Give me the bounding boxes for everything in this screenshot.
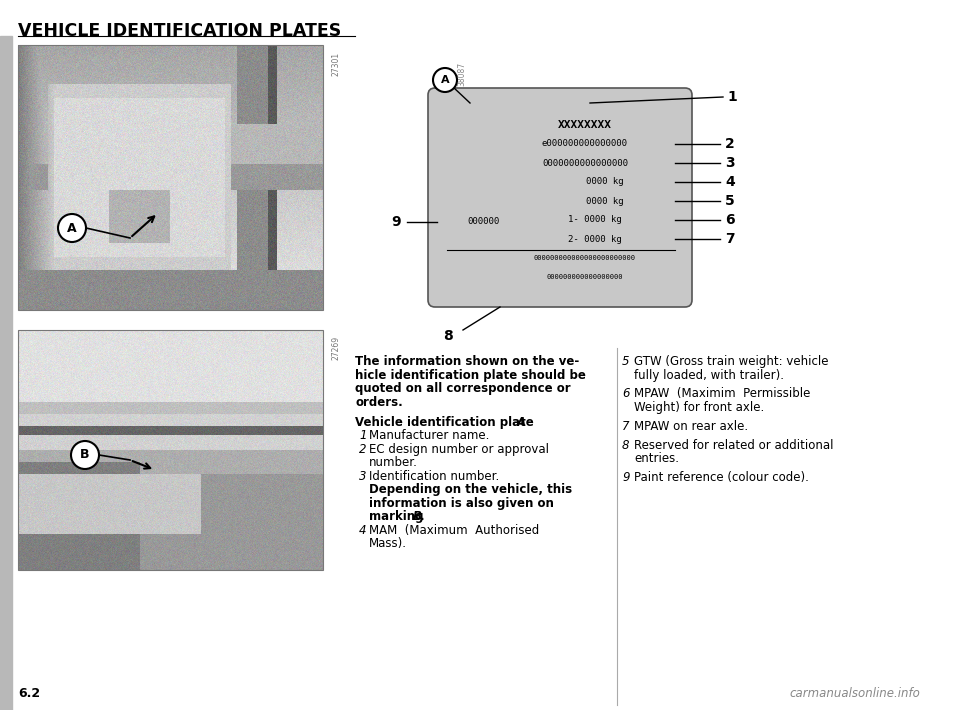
- Text: 2: 2: [725, 137, 734, 151]
- Text: 38087: 38087: [458, 62, 467, 86]
- Text: Identification number.: Identification number.: [369, 470, 499, 483]
- Text: fully loaded, with trailer).: fully loaded, with trailer).: [634, 368, 784, 381]
- Text: 27301: 27301: [331, 52, 341, 76]
- Text: orders.: orders.: [355, 395, 403, 408]
- Text: Manufacturer name.: Manufacturer name.: [369, 430, 490, 442]
- Text: .: .: [420, 510, 424, 523]
- Text: 1: 1: [727, 90, 736, 104]
- Text: XXXXXXXX: XXXXXXXX: [558, 120, 612, 130]
- Text: A: A: [441, 75, 449, 85]
- FancyBboxPatch shape: [428, 88, 692, 307]
- Text: 000000: 000000: [467, 217, 499, 226]
- Text: 5: 5: [725, 194, 734, 208]
- Text: 0000 kg: 0000 kg: [587, 178, 624, 187]
- Text: 3: 3: [359, 470, 367, 483]
- Text: 6: 6: [622, 388, 630, 400]
- Text: Paint reference (colour code).: Paint reference (colour code).: [634, 471, 809, 484]
- Text: 5: 5: [622, 355, 630, 368]
- Text: 4: 4: [725, 175, 734, 189]
- Circle shape: [58, 214, 86, 242]
- Text: 000000000000000000: 000000000000000000: [547, 274, 623, 280]
- Text: hicle identification plate should be: hicle identification plate should be: [355, 368, 586, 381]
- Text: 8: 8: [443, 329, 453, 343]
- Text: 8: 8: [622, 439, 630, 452]
- Text: 2: 2: [359, 443, 367, 456]
- Text: 0000000000000000: 0000000000000000: [542, 158, 628, 168]
- Text: EC design number or approval: EC design number or approval: [369, 443, 549, 456]
- Text: MAM  (Maximum  Authorised: MAM (Maximum Authorised: [369, 524, 540, 537]
- Text: B: B: [81, 449, 89, 462]
- Text: VEHICLE IDENTIFICATION PLATES: VEHICLE IDENTIFICATION PLATES: [18, 22, 341, 40]
- Text: 6: 6: [725, 213, 734, 227]
- Text: 27269: 27269: [331, 336, 341, 360]
- Text: Vehicle identification plate: Vehicle identification plate: [355, 416, 538, 429]
- Text: 9: 9: [622, 471, 630, 484]
- Text: 0000 kg: 0000 kg: [587, 197, 624, 205]
- Text: entries.: entries.: [634, 452, 679, 465]
- Circle shape: [433, 68, 457, 92]
- Text: information is also given on: information is also given on: [369, 497, 554, 510]
- Text: 2- 0000 kg: 2- 0000 kg: [568, 234, 622, 244]
- Text: number.: number.: [369, 457, 418, 469]
- Bar: [0, 36, 12, 710]
- Text: B: B: [413, 510, 422, 523]
- Text: 1- 0000 kg: 1- 0000 kg: [568, 216, 622, 224]
- Text: Depending on the vehicle, this: Depending on the vehicle, this: [369, 484, 572, 496]
- Text: Reserved for related or additional: Reserved for related or additional: [634, 439, 833, 452]
- Text: A: A: [517, 416, 526, 429]
- Text: 4: 4: [359, 524, 367, 537]
- Bar: [18, 45, 323, 310]
- Text: Weight) for front axle.: Weight) for front axle.: [634, 401, 764, 414]
- Text: e000000000000000: e000000000000000: [542, 139, 628, 148]
- Text: marking: marking: [369, 510, 427, 523]
- Text: carmanualsonline.info: carmanualsonline.info: [789, 687, 921, 700]
- Text: 6.2: 6.2: [18, 687, 40, 700]
- Text: 7: 7: [725, 232, 734, 246]
- Text: 000000000000000000000000: 000000000000000000000000: [534, 255, 636, 261]
- Text: MPAW on rear axle.: MPAW on rear axle.: [634, 420, 748, 433]
- Text: The information shown on the ve-: The information shown on the ve-: [355, 355, 579, 368]
- Circle shape: [71, 441, 99, 469]
- Text: A: A: [67, 222, 77, 234]
- Text: 3: 3: [725, 156, 734, 170]
- Text: GTW (Gross train weight: vehicle: GTW (Gross train weight: vehicle: [634, 355, 828, 368]
- Bar: [18, 330, 323, 570]
- Text: 7: 7: [622, 420, 630, 433]
- Text: MPAW  (Maximim  Permissible: MPAW (Maximim Permissible: [634, 388, 810, 400]
- Text: quoted on all correspondence or: quoted on all correspondence or: [355, 382, 570, 395]
- Text: Mass).: Mass).: [369, 537, 407, 550]
- Text: 1: 1: [359, 430, 367, 442]
- Text: 9: 9: [392, 215, 401, 229]
